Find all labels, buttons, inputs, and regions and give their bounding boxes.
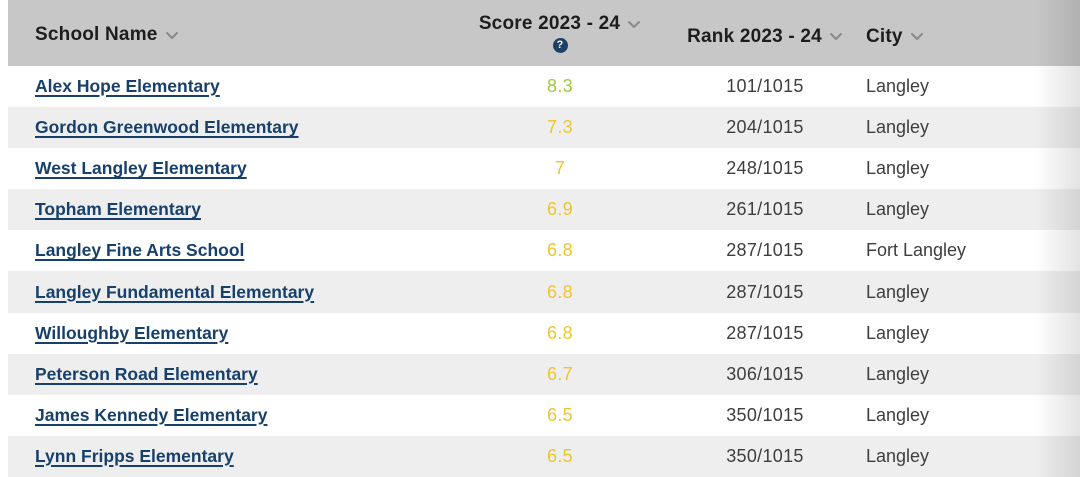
school-link[interactable]: Langley Fundamental Elementary	[35, 281, 315, 302]
table-row: Lynn Fripps Elementary 6.5 350/1015 Lang…	[8, 435, 1080, 477]
school-link[interactable]: Peterson Road Elementary	[35, 363, 258, 384]
school-rank: 261/1015	[726, 199, 804, 220]
school-rank: 350/1015	[726, 404, 804, 425]
school-rank: 350/1015	[726, 445, 804, 466]
school-link[interactable]: Alex Hope Elementary	[35, 76, 220, 97]
school-score: 6.5	[547, 404, 573, 425]
column-header-score[interactable]: Score 2023 - 24 ?	[450, 0, 670, 66]
chevron-down-icon	[910, 32, 924, 41]
school-rank: 101/1015	[726, 76, 804, 97]
rank-header-label: Rank 2023 - 24	[687, 25, 822, 47]
chevron-down-icon	[829, 32, 843, 41]
table-row: West Langley Elementary 7 248/1015 Langl…	[8, 148, 1080, 190]
school-city: Langley	[866, 445, 930, 466]
chevron-down-icon	[627, 20, 641, 29]
school-score: 6.8	[547, 322, 573, 343]
school-city: Langley	[866, 199, 930, 220]
school-rank: 287/1015	[726, 240, 804, 261]
school-city: Fort Langley	[866, 240, 967, 261]
school-city: Langley	[866, 117, 930, 138]
table-row: Willoughby Elementary 6.8 287/1015 Langl…	[8, 312, 1080, 354]
column-header-rank[interactable]: Rank 2023 - 24	[670, 0, 860, 66]
school-score: 7	[554, 158, 566, 179]
school-city: Langley	[866, 281, 930, 302]
column-header-school-name[interactable]: School Name	[8, 0, 450, 66]
city-header-label: City	[866, 25, 903, 47]
school-link[interactable]: Topham Elementary	[35, 199, 201, 220]
school-link[interactable]: West Langley Elementary	[35, 158, 247, 179]
school-city: Langley	[866, 322, 930, 343]
table-row: James Kennedy Elementary 6.5 350/1015 La…	[8, 394, 1080, 436]
chevron-down-icon	[165, 31, 179, 40]
school-score: 6.7	[547, 363, 573, 384]
school-score: 6.5	[547, 445, 573, 466]
school-rank: 287/1015	[726, 281, 804, 302]
school-score: 6.8	[547, 281, 573, 302]
school-name-header-label: School Name	[35, 24, 158, 45]
school-rank: 204/1015	[726, 117, 804, 138]
table-row: Alex Hope Elementary 8.3 101/1015 Langle…	[8, 66, 1080, 108]
table-row: Langley Fine Arts School 6.8 287/1015 Fo…	[8, 230, 1080, 272]
school-link[interactable]: Lynn Fripps Elementary	[35, 445, 234, 466]
school-link[interactable]: Gordon Greenwood Elementary	[35, 117, 299, 138]
school-city: Langley	[866, 404, 930, 425]
school-link[interactable]: James Kennedy Elementary	[35, 404, 268, 425]
school-city: Langley	[866, 76, 930, 97]
school-rank: 287/1015	[726, 322, 804, 343]
school-score: 6.9	[547, 199, 573, 220]
school-rankings-table: School Name Score 2023 - 24 ? Rank 2023 …	[8, 0, 1080, 477]
table-row: Topham Elementary 6.9 261/1015 Langley	[8, 189, 1080, 231]
table-row: Peterson Road Elementary 6.7 306/1015 La…	[8, 353, 1080, 395]
school-city: Langley	[866, 363, 930, 384]
school-score: 6.8	[547, 240, 573, 261]
school-score: 7.3	[547, 117, 573, 138]
school-rank: 306/1015	[726, 363, 804, 384]
table-row: Gordon Greenwood Elementary 7.3 204/1015…	[8, 107, 1080, 149]
help-icon[interactable]: ?	[552, 38, 568, 53]
score-header-label: Score 2023 - 24	[478, 13, 621, 34]
column-header-city[interactable]: City	[860, 0, 1080, 66]
table-header: School Name Score 2023 - 24 ? Rank 2023 …	[8, 0, 1080, 66]
table-row: Langley Fundamental Elementary 6.8 287/1…	[8, 271, 1080, 313]
school-rank: 248/1015	[726, 158, 804, 179]
school-score: 8.3	[547, 76, 573, 97]
school-link[interactable]: Langley Fine Arts School	[35, 240, 245, 261]
school-city: Langley	[866, 158, 930, 179]
school-link[interactable]: Willoughby Elementary	[35, 322, 229, 343]
table-body: Alex Hope Elementary 8.3 101/1015 Langle…	[8, 66, 1080, 477]
